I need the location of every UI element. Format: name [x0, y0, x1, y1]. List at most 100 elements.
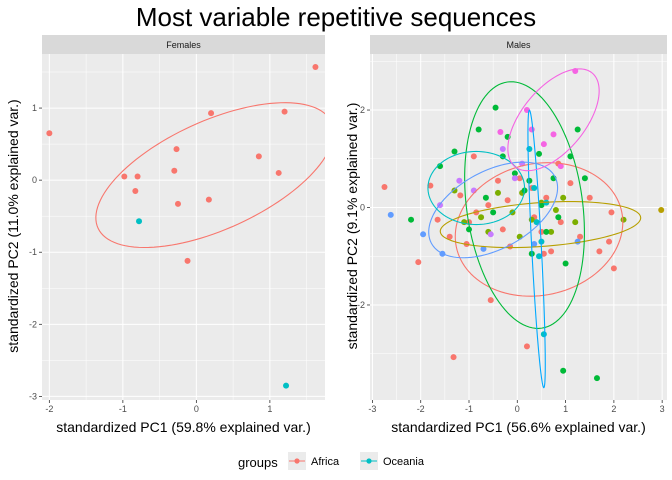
- confidence-ellipse: [527, 109, 546, 389]
- data-point: [511, 170, 518, 177]
- x-axis-title-males: standardized PC1 (56.6% explained var.): [391, 419, 645, 435]
- data-point: [184, 257, 191, 264]
- data-point: [283, 382, 290, 389]
- data-point: [610, 265, 617, 272]
- panel-females: Females -2 -1 0 1 -3 -2 -1 0 1 standardized PC1 …: [5, 35, 325, 435]
- confidence-ellipse: [507, 68, 600, 172]
- legend-item-oceania: Oceania: [360, 452, 425, 470]
- data-point: [523, 343, 530, 350]
- plot-area-females: -2 -1 0 1 -3 -2 -1 0 1: [29, 54, 325, 414]
- data-point: [567, 180, 574, 187]
- marks-layer: [381, 68, 665, 389]
- data-point: [504, 197, 511, 204]
- data-point: [482, 194, 489, 201]
- data-point: [415, 259, 422, 266]
- y-tick-label: -3: [29, 391, 37, 401]
- data-point: [408, 216, 415, 223]
- panel-males: Males -3 -2 -1 0 1 2 3 -2 0 2 standardized PC1 (5…: [344, 35, 667, 435]
- y-axis-title-males: standardized PC2 (9.1% explained var.): [344, 103, 360, 350]
- data-point: [550, 131, 557, 138]
- data-point: [577, 233, 584, 240]
- marks-layer: [46, 63, 325, 389]
- data-point: [171, 167, 178, 174]
- data-point: [516, 175, 523, 182]
- data-point: [487, 231, 494, 238]
- strip-label-females: Females: [166, 40, 201, 50]
- data-point: [555, 214, 562, 221]
- plot-area-males: -3 -2 -1 0 1 2 3 -2 0 2: [357, 54, 667, 414]
- legend: groups Africa Oceania: [238, 452, 425, 470]
- data-point: [596, 248, 603, 255]
- panel-background: [42, 54, 325, 400]
- y-tick-label: -1: [29, 247, 37, 257]
- data-point: [255, 153, 262, 160]
- legend-label-oceania: Oceania: [383, 456, 425, 468]
- legend-item-africa: Africa: [288, 452, 340, 470]
- confidence-ellipse: [464, 81, 585, 329]
- data-point: [480, 245, 487, 252]
- data-point: [174, 200, 181, 207]
- data-point: [526, 146, 533, 153]
- x-axis-title-females: standardized PC1 (59.8% explained var.): [56, 419, 310, 435]
- x-tick-label: 1: [563, 404, 568, 414]
- data-point: [543, 228, 550, 235]
- data-point: [494, 177, 501, 184]
- x-tick-label: -2: [417, 404, 425, 414]
- data-point: [581, 175, 588, 182]
- legend-label-africa: Africa: [311, 456, 340, 468]
- strip-males-background: [370, 35, 667, 54]
- data-point: [536, 150, 543, 157]
- data-point: [387, 211, 394, 218]
- data-point: [490, 209, 497, 216]
- data-point: [552, 206, 559, 213]
- data-point: [540, 141, 547, 148]
- data-point: [528, 126, 535, 133]
- data-point: [574, 126, 581, 133]
- data-point: [540, 331, 547, 338]
- data-point: [275, 169, 282, 176]
- data-point: [136, 218, 143, 225]
- x-tick-label: 0: [515, 404, 520, 414]
- y-tick-label: 0: [32, 175, 37, 185]
- x-tick-label: -1: [119, 404, 127, 414]
- data-point: [457, 192, 464, 199]
- y-tick-label: -2: [29, 319, 37, 329]
- data-point: [492, 104, 499, 111]
- confidence-ellipse: [427, 150, 526, 226]
- x-tick-label: -2: [45, 404, 53, 414]
- x-tick-label: -1: [465, 404, 473, 414]
- data-point: [470, 153, 477, 160]
- data-point: [450, 354, 457, 361]
- data-point: [560, 367, 567, 374]
- legend-title: groups: [238, 455, 278, 470]
- data-point: [494, 189, 501, 196]
- data-point: [560, 194, 567, 201]
- confidence-ellipse: [428, 161, 559, 259]
- data-point: [497, 128, 504, 135]
- data-point: [536, 253, 543, 260]
- data-point: [46, 130, 53, 137]
- y-tick-label: 1: [32, 103, 37, 113]
- y-tick-label: -2: [357, 300, 365, 310]
- data-point: [485, 202, 492, 209]
- x-tick-label: 3: [660, 404, 665, 414]
- y-tick-label: 0: [360, 203, 365, 213]
- data-point: [420, 231, 427, 238]
- data-point: [499, 146, 506, 153]
- data-point: [312, 63, 319, 70]
- data-point: [543, 194, 550, 201]
- legend-dot-oceania: [366, 458, 372, 464]
- data-point: [427, 182, 434, 189]
- data-point: [606, 238, 613, 245]
- data-point: [548, 228, 555, 235]
- data-point: [173, 146, 180, 153]
- data-point: [208, 110, 215, 117]
- data-point: [620, 216, 627, 223]
- data-point: [562, 260, 569, 267]
- data-point: [557, 219, 564, 226]
- data-point: [434, 216, 441, 223]
- data-point: [557, 163, 564, 170]
- data-point: [121, 173, 128, 180]
- data-point: [533, 219, 540, 226]
